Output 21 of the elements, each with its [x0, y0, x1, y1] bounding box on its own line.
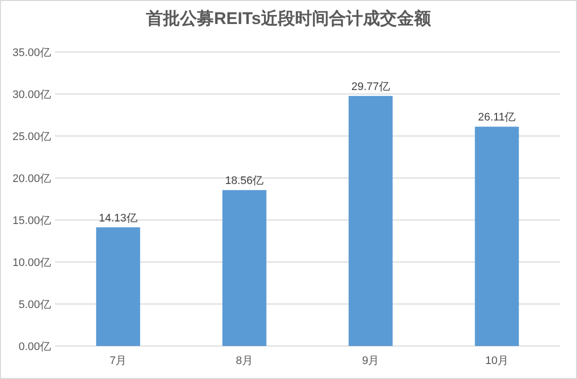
bar [474, 126, 519, 346]
bar [222, 190, 266, 346]
text: 18.56亿 [225, 175, 264, 188]
x-tick-label: 8月 [236, 355, 253, 367]
bar [348, 96, 393, 346]
chart-title: 首批公募REITs近段时间合计成交金额 [145, 9, 432, 28]
bar [96, 227, 140, 346]
text: 26.11亿 [478, 112, 516, 124]
y-tick-label: 25.00亿 [12, 131, 51, 143]
y-tick-label: 5.00亿 [18, 299, 51, 311]
x-tick-label: 9月 [362, 355, 380, 367]
x-tick-label: 10月 [485, 355, 508, 367]
text: 29.77亿 [351, 80, 390, 93]
y-tick-label: 0.00亿 [18, 341, 51, 353]
x-tick-label: 7月 [110, 355, 127, 367]
y-tick-label: 20.00亿 [12, 173, 51, 185]
y-tick-label: 15.00亿 [12, 215, 51, 227]
y-tick-label: 30.00亿 [12, 89, 51, 101]
y-tick-label: 10.00亿 [12, 257, 51, 269]
text: 14.13亿 [98, 212, 138, 224]
y-tick-label: 35.00亿 [12, 47, 51, 59]
